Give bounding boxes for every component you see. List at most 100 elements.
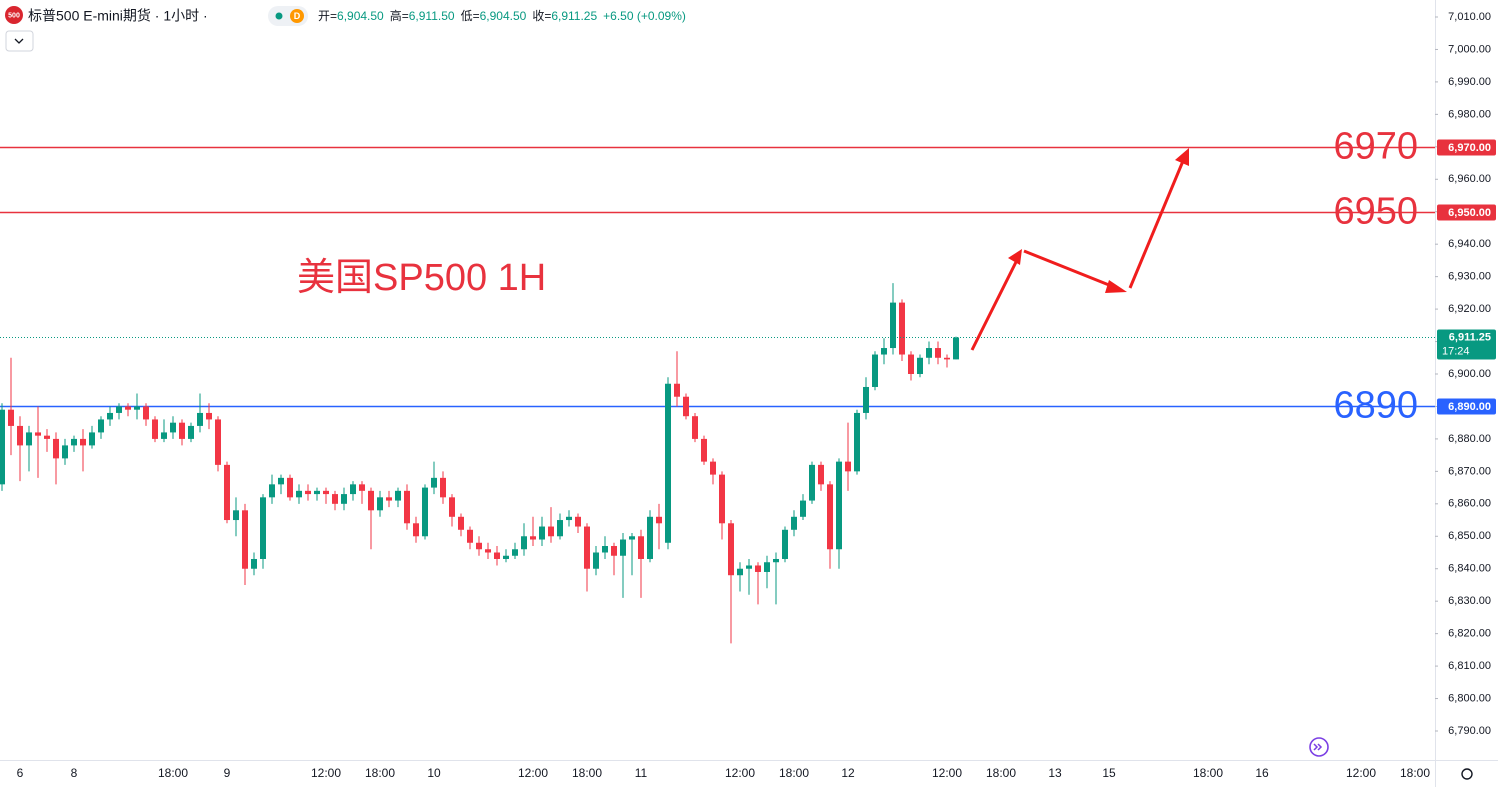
- interval-badge: D: [294, 11, 301, 21]
- candle-body: [26, 432, 32, 446]
- candle-body: [827, 484, 833, 550]
- y-tick-label: 6,840.00: [1448, 563, 1491, 575]
- level-label: 6950: [1333, 191, 1418, 233]
- x-tick-label: 18:00: [365, 766, 395, 780]
- candle-body: [395, 490, 401, 501]
- x-tick-label: 12:00: [518, 766, 548, 780]
- candle-body: [44, 435, 50, 439]
- candle-body: [269, 484, 275, 498]
- candle-body: [161, 432, 167, 439]
- last-price-tag: [1437, 329, 1496, 360]
- candle-body: [521, 536, 527, 550]
- countdown: 17:24: [1442, 345, 1470, 357]
- candle-body: [683, 396, 689, 417]
- arrow-head: [1008, 249, 1022, 265]
- level-tag: [1437, 204, 1496, 221]
- candle-body: [719, 474, 725, 524]
- candle-body: [638, 536, 644, 559]
- candle-body: [98, 419, 104, 433]
- y-tick-label: 6,870.00: [1448, 465, 1491, 477]
- x-tick-label: 18:00: [1400, 766, 1430, 780]
- x-tick-label: 18:00: [986, 766, 1016, 780]
- candle-body: [566, 516, 572, 521]
- candle-body: [116, 406, 122, 413]
- candle-body: [908, 354, 914, 374]
- candle-body: [773, 558, 779, 563]
- candle-body: [251, 558, 257, 569]
- level-tag: [1437, 398, 1496, 415]
- candle-body: [80, 438, 86, 446]
- candle-body: [656, 516, 662, 524]
- candle-body: [431, 477, 437, 488]
- candle-body: [278, 477, 284, 485]
- candle-body: [179, 422, 185, 439]
- level-label: 6890: [1333, 385, 1418, 427]
- candle-body: [530, 536, 536, 540]
- candle-body: [575, 516, 581, 527]
- candle-body: [584, 526, 590, 569]
- candle-body: [314, 490, 320, 495]
- candle-body: [377, 497, 383, 511]
- level-tag-label: 6,890.00: [1448, 401, 1491, 413]
- candle-body: [197, 412, 203, 426]
- candle-body: [782, 529, 788, 559]
- x-tick-label: 18:00: [158, 766, 188, 780]
- y-tick-label: 6,820.00: [1448, 628, 1491, 640]
- last-price-label: 6,911.25: [1449, 331, 1491, 343]
- candle-body: [332, 494, 338, 504]
- settings-icon[interactable]: [1461, 768, 1473, 780]
- candle-body: [323, 490, 329, 495]
- candle-body: [134, 406, 140, 410]
- level-tag-label: 6,950.00: [1448, 207, 1491, 219]
- level-label: 6970: [1333, 126, 1418, 168]
- candle-body: [953, 337, 959, 360]
- candle-body: [593, 552, 599, 569]
- arrow: [1023, 249, 1115, 289]
- y-tick-label: 6,940.00: [1448, 238, 1491, 250]
- y-tick-label: 7,010.00: [1448, 11, 1491, 23]
- candle-body: [728, 523, 734, 576]
- candle-body: [404, 490, 410, 524]
- candle-body: [287, 477, 293, 498]
- x-tick-label: 13: [1048, 766, 1062, 780]
- plot-area: [0, 146, 1435, 644]
- symbol-icon: [5, 6, 23, 24]
- arrow: [970, 261, 1018, 351]
- candle-body: [152, 419, 158, 439]
- collapse-button[interactable]: [5, 30, 34, 52]
- y-tick-label: 6,920.00: [1448, 303, 1491, 315]
- chevron: [14, 38, 24, 44]
- candle-body: [836, 461, 842, 550]
- x-tick-label: 18:00: [572, 766, 602, 780]
- y-tick-label: 6,800.00: [1448, 692, 1491, 704]
- candle-body: [242, 510, 248, 569]
- candle-body: [233, 510, 239, 521]
- candle-body: [359, 484, 365, 491]
- stat-value: 6,911.25: [551, 9, 597, 23]
- candle-body: [557, 520, 563, 537]
- candle-body: [548, 526, 554, 537]
- x-tick-label: 10: [427, 766, 441, 780]
- candle-body: [494, 552, 500, 559]
- x-tick-label: 12: [841, 766, 855, 780]
- y-tick-label: 6,830.00: [1448, 595, 1491, 607]
- candle-body: [107, 412, 113, 420]
- candle-body: [188, 425, 194, 439]
- candle-body: [872, 354, 878, 387]
- y-tick-label: 6,960.00: [1448, 173, 1491, 185]
- x-tick-label: 12:00: [311, 766, 341, 780]
- candle-body: [386, 497, 392, 501]
- x-tick-label: 8: [71, 766, 78, 780]
- candle-body: [890, 302, 896, 349]
- stat-label: 开=: [318, 9, 337, 23]
- candle-body: [818, 464, 824, 485]
- level-tag-label: 6,970.00: [1448, 142, 1491, 154]
- candle-body: [62, 445, 68, 459]
- candle-body: [944, 357, 950, 360]
- candle-body: [476, 542, 482, 550]
- candle-body: [35, 432, 41, 436]
- scroll-to-latest[interactable]: [1309, 737, 1329, 757]
- candle-body: [881, 348, 887, 355]
- symbol-badge: 500: [8, 12, 20, 19]
